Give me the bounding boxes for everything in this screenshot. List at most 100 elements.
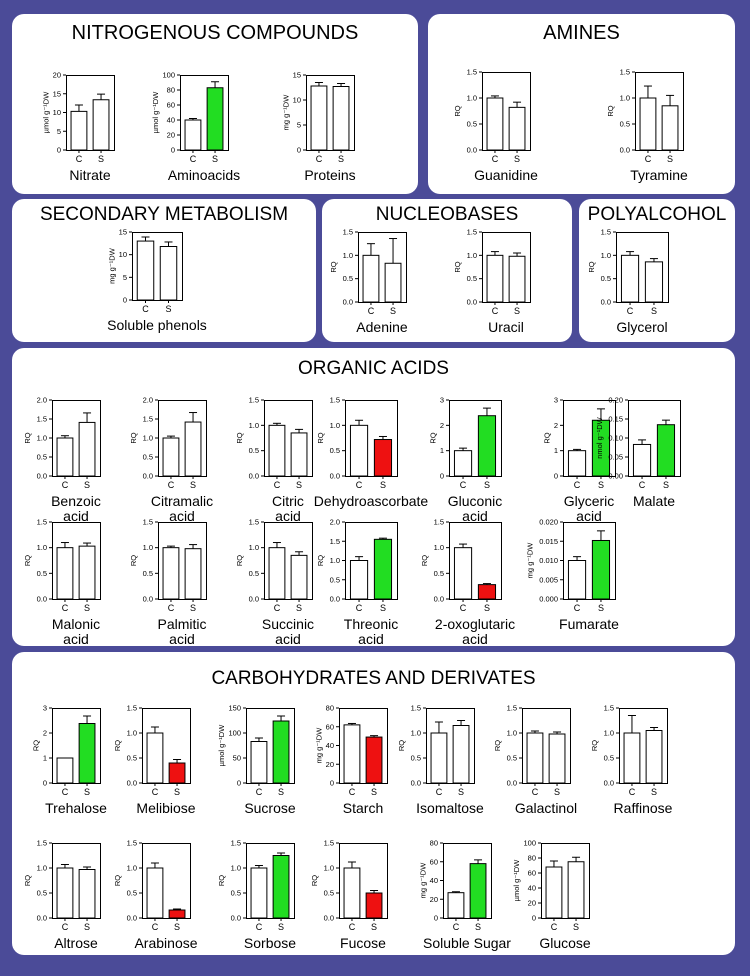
y-tick-label: 0.0 (434, 595, 444, 604)
x-tick-label: C (274, 480, 281, 490)
y-axis-label: RQ (397, 740, 406, 751)
x-tick-label: C (62, 603, 69, 613)
chart-title: Malonic (52, 616, 100, 632)
y-tick-label: 1.0 (143, 434, 153, 443)
chart-title: acid (169, 508, 195, 524)
plot-frame (449, 522, 502, 600)
y-tick-label: 0.15 (608, 415, 623, 424)
y-axis-label: RQ (429, 432, 438, 443)
y-tick-label: 0.20 (608, 396, 623, 405)
y-tick-label: 1.5 (127, 839, 137, 848)
y-tick-label: 1.5 (37, 415, 47, 424)
y-axis-label: mg g⁻¹DW (526, 542, 535, 579)
x-tick-label: C (256, 787, 263, 797)
chart-title: Proteins (304, 167, 355, 183)
y-tick-label: 1.0 (37, 434, 47, 443)
bar-s (332, 86, 350, 151)
chart-raffinose: 0.0 0.5 1.0 1.5 RQ C S Raffinose (590, 704, 673, 817)
chart-title: Guanidine (474, 167, 538, 183)
plot-frame (449, 400, 502, 477)
y-tick-label: 20 (53, 71, 61, 80)
x-tick-label: S (371, 787, 377, 797)
y-tick-label: 0.5 (620, 120, 630, 129)
chart-title: Threonic (344, 616, 398, 632)
y-tick-label: 60 (326, 722, 334, 731)
y-tick-label: 0.0 (37, 472, 47, 481)
y-tick-label: 0.5 (601, 274, 611, 283)
y-axis-label: RQ (217, 875, 226, 886)
bar-s (656, 424, 676, 477)
y-axis-label: RQ (32, 740, 41, 751)
x-tick-label: S (212, 154, 218, 164)
chart-uracil: 0.0 0.5 1.0 1.5 RQ C S Uracil (453, 228, 531, 335)
chart-title: Citric (272, 493, 304, 509)
bar-s (168, 762, 186, 784)
y-tick-label: 0 (237, 779, 241, 788)
y-tick-label: 1.5 (411, 704, 421, 713)
x-tick-label: S (484, 480, 490, 490)
y-tick-label: 150 (228, 704, 241, 713)
x-tick-label: C (62, 787, 69, 797)
bar-s (373, 439, 393, 477)
y-tick-label: 2 (554, 421, 558, 430)
plot-frame (306, 75, 355, 151)
x-tick-label: S (514, 154, 520, 164)
bar-c (526, 732, 544, 784)
y-axis-label: RQ (493, 740, 502, 751)
y-tick-label: 1.0 (143, 543, 153, 552)
y-tick-label: 1.0 (37, 864, 47, 873)
bar-c (349, 424, 369, 477)
chart-title: Aminoacids (168, 167, 240, 183)
y-tick-label: 0.5 (37, 889, 47, 898)
plot-frame (52, 708, 101, 784)
y-tick-label: 100 (523, 839, 536, 848)
y-tick-label: 1.0 (37, 543, 47, 552)
y-tick-label: 5 (57, 127, 61, 136)
x-tick-label: C (627, 306, 634, 316)
y-tick-label: 1 (554, 446, 558, 455)
bar-c (362, 254, 380, 303)
chart-title: Arabinose (134, 935, 197, 951)
x-tick-label: C (436, 787, 443, 797)
plot-frame (66, 75, 115, 151)
y-tick-label: 0.0 (231, 914, 241, 923)
bar-s (78, 545, 96, 600)
y-tick-label: 40 (326, 741, 334, 750)
y-tick-label: 0 (171, 146, 175, 155)
bar-s (508, 255, 526, 303)
panel-title: AMINES (543, 22, 620, 44)
panel-organic-acids: ORGANIC ACIDS (12, 348, 735, 646)
y-axis-label: mg g⁻¹DW (281, 94, 290, 131)
chart-title: Benzoic (51, 493, 101, 509)
x-tick-label: C (274, 603, 281, 613)
y-tick-label: 1.0 (249, 543, 259, 552)
y-axis-label: RQ (23, 875, 32, 886)
x-tick-label: C (62, 480, 69, 490)
chart-title: Soluble Sugar (423, 935, 511, 951)
y-axis-label: RQ (420, 555, 429, 566)
chart-title: Palmitic (157, 616, 206, 632)
y-tick-label: 0.0 (127, 779, 137, 788)
y-tick-label: 0.5 (467, 274, 477, 283)
y-axis-label: µmol g⁻¹DW (512, 859, 521, 902)
y-tick-label: 0.5 (249, 446, 259, 455)
chart-title: Fucose (340, 935, 386, 951)
chart-title: acid (169, 631, 195, 647)
bar-s (78, 869, 96, 919)
chart-title: acid (275, 508, 301, 524)
y-tick-label: 80 (167, 86, 175, 95)
chart-glucose: 0 20 40 60 80 100 µmol g⁻¹DW C S Glucose (512, 839, 591, 952)
bar-c (136, 240, 155, 301)
plot-frame (635, 72, 684, 151)
chart-title: acid (275, 631, 301, 647)
panel-title: ORGANIC ACIDS (298, 358, 449, 379)
bar-s (78, 421, 96, 477)
plot-frame (426, 708, 475, 784)
chart-title: Fumarate (559, 616, 619, 632)
x-tick-label: S (296, 603, 302, 613)
plot-frame (52, 843, 101, 919)
x-tick-label: S (380, 603, 386, 613)
y-tick-label: 60 (430, 857, 438, 866)
